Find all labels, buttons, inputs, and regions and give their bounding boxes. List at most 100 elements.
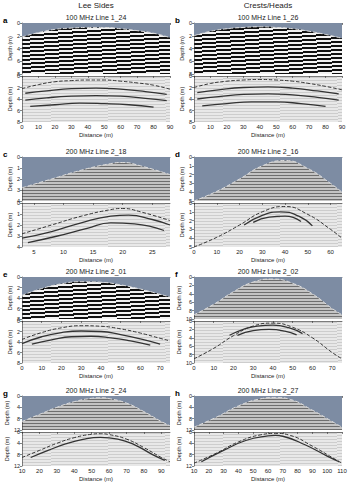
svg-text:0: 0 xyxy=(192,249,196,255)
svg-text:30: 30 xyxy=(250,365,257,371)
svg-text:40: 40 xyxy=(98,365,105,371)
svg-text:Distance (m): Distance (m) xyxy=(251,373,285,379)
svg-text:60: 60 xyxy=(106,468,113,474)
svg-text:Distance (m): Distance (m) xyxy=(79,476,113,482)
svg-text:Depth (m): Depth (m) xyxy=(7,167,13,192)
svg-text:0: 0 xyxy=(20,365,24,371)
svg-text:10: 10 xyxy=(35,124,42,130)
svg-text:2: 2 xyxy=(17,222,20,228)
svg-text:10: 10 xyxy=(210,365,217,371)
svg-text:40: 40 xyxy=(84,124,91,130)
svg-text:Distance (m): Distance (m) xyxy=(251,476,285,482)
svg-text:6: 6 xyxy=(189,58,192,64)
svg-text:2: 2 xyxy=(17,285,20,291)
svg-text:1: 1 xyxy=(189,163,192,169)
svg-text:4: 4 xyxy=(189,291,192,297)
svg-text:60: 60 xyxy=(327,249,334,255)
svg-text:8: 8 xyxy=(189,352,192,358)
svg-text:Distance (m): Distance (m) xyxy=(251,132,285,138)
svg-text:50: 50 xyxy=(273,124,280,130)
svg-text:Depth (m): Depth (m) xyxy=(4,401,10,426)
svg-text:2: 2 xyxy=(189,282,192,288)
svg-text:70: 70 xyxy=(157,365,164,371)
svg-text:Depth (m): Depth (m) xyxy=(179,87,185,112)
svg-text:90: 90 xyxy=(309,468,316,474)
svg-text:0: 0 xyxy=(189,154,192,160)
svg-text:2: 2 xyxy=(189,33,192,39)
svg-text:4: 4 xyxy=(17,440,20,446)
svg-text:6: 6 xyxy=(189,108,192,114)
svg-text:70: 70 xyxy=(329,365,336,371)
svg-text:30: 30 xyxy=(220,468,227,474)
svg-text:0: 0 xyxy=(17,73,20,79)
svg-text:0: 0 xyxy=(17,393,20,399)
svg-text:50: 50 xyxy=(117,365,124,371)
svg-text:3: 3 xyxy=(189,226,192,232)
svg-text:Depth (m): Depth (m) xyxy=(176,401,182,426)
svg-text:Lee Sides: Lee Sides xyxy=(78,1,114,10)
svg-text:200 MHz Line 2_27: 200 MHz Line 2_27 xyxy=(238,387,299,395)
svg-text:100 MHz Line 1_24: 100 MHz Line 1_24 xyxy=(66,14,127,22)
svg-text:1: 1 xyxy=(189,209,192,215)
svg-text:6: 6 xyxy=(17,108,20,114)
svg-text:80: 80 xyxy=(322,124,329,130)
svg-text:30: 30 xyxy=(259,249,266,255)
svg-text:4: 4 xyxy=(189,335,192,341)
svg-text:50: 50 xyxy=(101,124,108,130)
svg-text:80: 80 xyxy=(141,468,148,474)
svg-text:3: 3 xyxy=(189,180,192,186)
svg-text:0: 0 xyxy=(189,73,192,79)
svg-text:20: 20 xyxy=(224,124,231,130)
svg-text:0: 0 xyxy=(189,393,192,399)
svg-text:Depth (m): Depth (m) xyxy=(7,330,13,355)
svg-text:10: 10 xyxy=(213,249,220,255)
svg-text:40: 40 xyxy=(235,468,242,474)
svg-text:80: 80 xyxy=(150,124,157,130)
svg-text:Depth (m): Depth (m) xyxy=(176,330,182,355)
svg-text:Depth (m): Depth (m) xyxy=(176,437,182,462)
svg-text:Crests/Heads: Crests/Heads xyxy=(244,1,292,10)
svg-text:Depth (m): Depth (m) xyxy=(7,87,13,112)
svg-text:Depth (m): Depth (m) xyxy=(179,167,185,192)
svg-text:3: 3 xyxy=(17,233,20,239)
svg-text:200 MHz Line 2_01: 200 MHz Line 2_01 xyxy=(66,268,127,276)
svg-text:f: f xyxy=(175,270,178,279)
svg-text:1: 1 xyxy=(17,211,20,217)
svg-text:0: 0 xyxy=(189,318,192,324)
svg-text:4: 4 xyxy=(17,46,20,52)
svg-text:60: 60 xyxy=(265,468,272,474)
svg-text:2: 2 xyxy=(17,329,20,335)
svg-text:4: 4 xyxy=(17,96,20,102)
svg-text:40: 40 xyxy=(270,365,277,371)
svg-text:40: 40 xyxy=(256,124,263,130)
svg-text:Distance (m): Distance (m) xyxy=(251,257,285,263)
svg-text:4: 4 xyxy=(17,244,20,250)
svg-text:0: 0 xyxy=(189,200,192,206)
svg-text:15: 15 xyxy=(90,249,97,255)
svg-text:2: 2 xyxy=(189,172,192,178)
svg-text:Distance (m): Distance (m) xyxy=(79,257,113,263)
svg-text:h: h xyxy=(175,389,180,398)
svg-text:8: 8 xyxy=(17,452,20,458)
svg-text:30: 30 xyxy=(68,124,75,130)
svg-text:0: 0 xyxy=(192,124,196,130)
svg-text:20: 20 xyxy=(236,249,243,255)
svg-text:40: 40 xyxy=(71,468,78,474)
svg-text:30: 30 xyxy=(240,124,247,130)
svg-text:70: 70 xyxy=(279,468,286,474)
svg-text:30: 30 xyxy=(78,365,85,371)
svg-text:0: 0 xyxy=(17,200,20,206)
svg-text:4: 4 xyxy=(189,96,192,102)
svg-text:50: 50 xyxy=(305,249,312,255)
svg-text:Depth (m): Depth (m) xyxy=(176,286,182,311)
svg-text:200 MHz Line 2_18: 200 MHz Line 2_18 xyxy=(66,148,127,156)
svg-text:g: g xyxy=(3,389,8,398)
svg-text:40: 40 xyxy=(282,249,289,255)
svg-text:4: 4 xyxy=(189,404,192,410)
svg-text:Depth (m): Depth (m) xyxy=(7,36,13,61)
svg-text:5: 5 xyxy=(32,249,36,255)
svg-text:4: 4 xyxy=(189,46,192,52)
svg-text:0: 0 xyxy=(17,154,20,160)
svg-text:6: 6 xyxy=(189,343,192,349)
svg-text:200 MHz Line 2_24: 200 MHz Line 2_24 xyxy=(66,387,127,395)
